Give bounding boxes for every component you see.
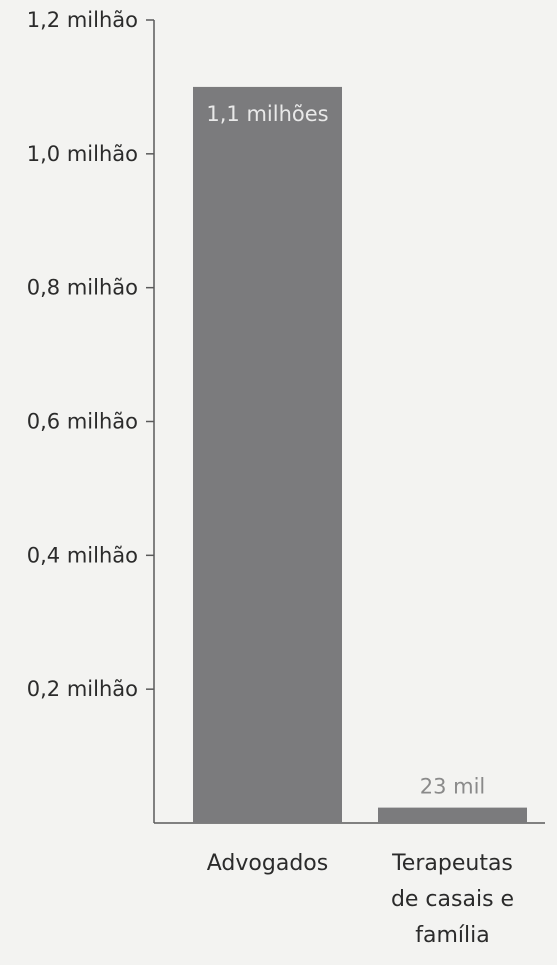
- data-label: 23 mil: [420, 775, 486, 799]
- y-tick-label: 0,6 milhão: [27, 410, 138, 434]
- category-label-line: Terapeutas: [391, 851, 513, 876]
- data-label: 1,1 milhões: [206, 102, 328, 126]
- category-label: Advogados: [207, 851, 328, 876]
- y-tick-label: 0,2 milhão: [27, 677, 138, 701]
- category-label: Terapeutas de casais e família: [391, 851, 514, 948]
- y-tick-label: 1,2 milhão: [27, 8, 138, 32]
- bar-2: [378, 807, 527, 823]
- bars: 1,1 milhões 23 mil: [193, 86, 527, 823]
- y-tick-label: 0,8 milhão: [27, 276, 138, 300]
- bar-1: [193, 86, 342, 823]
- category-label-line: de casais e: [391, 887, 514, 912]
- y-axis: 0,2 milhão 0,4 milhão 0,6 milhão 0,8 milhão…: [27, 8, 545, 824]
- y-tick-label: 0,4 milhão: [27, 543, 138, 567]
- category-labels: Advogados Terapeutas de casais e família: [207, 851, 514, 948]
- category-label-line: Advogados: [207, 851, 328, 876]
- category-label-line: família: [415, 923, 489, 948]
- y-tick-label: 1,0 milhão: [27, 142, 138, 166]
